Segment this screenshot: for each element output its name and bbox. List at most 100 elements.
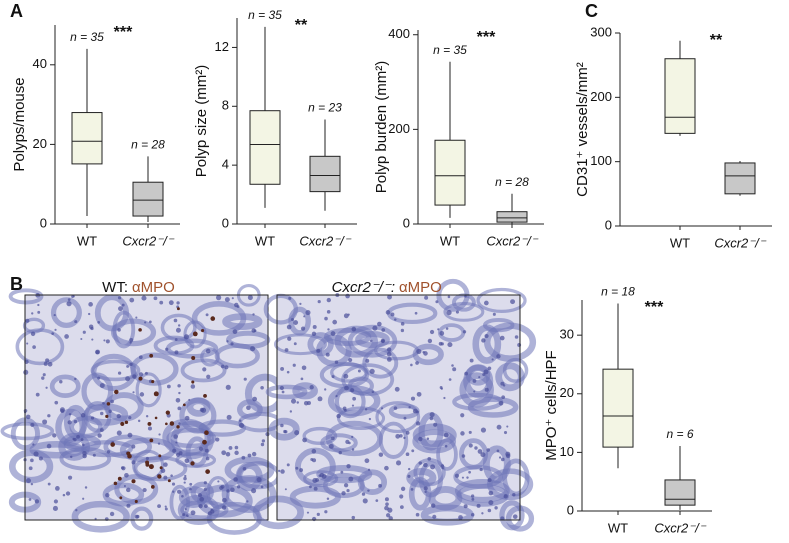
nucleus	[348, 357, 353, 363]
nucleus	[168, 300, 174, 306]
gland	[175, 452, 217, 468]
gland	[55, 408, 86, 447]
nucleus	[486, 448, 490, 452]
nucleus	[384, 497, 389, 502]
stained-cell	[105, 414, 109, 419]
nucleus	[35, 392, 40, 397]
nucleus	[87, 312, 91, 316]
nucleus	[47, 361, 53, 367]
n-label: n = 35	[70, 30, 104, 44]
nucleus	[418, 461, 422, 465]
nucleus	[440, 342, 444, 346]
nucleus	[251, 451, 257, 457]
nucleus	[299, 302, 302, 306]
nucleus	[125, 376, 131, 382]
nucleus	[173, 318, 178, 323]
panel-label: A	[10, 1, 23, 21]
nucleus	[350, 388, 355, 393]
nucleus	[496, 449, 500, 453]
box	[664, 479, 696, 506]
histology-image	[0, 283, 286, 535]
nucleus	[129, 341, 132, 344]
nucleus	[479, 467, 483, 472]
nucleus	[478, 376, 481, 379]
nucleus	[299, 468, 304, 473]
nucleus	[149, 320, 152, 324]
nucleus	[90, 326, 94, 331]
nucleus	[296, 401, 299, 404]
y-tick-label: 20	[560, 385, 574, 400]
gland	[50, 297, 82, 328]
nucleus	[410, 396, 416, 401]
nucleus	[55, 486, 60, 491]
stained-cell	[165, 422, 168, 426]
nucleus	[463, 504, 468, 509]
box	[309, 155, 341, 193]
nucleus	[134, 514, 139, 519]
gland	[91, 353, 137, 392]
nucleus	[260, 485, 264, 489]
nucleus	[280, 366, 285, 371]
stained-cell	[190, 461, 195, 466]
nucleus	[177, 489, 182, 494]
nucleus	[108, 409, 112, 413]
nucleus	[384, 465, 389, 471]
nucleus	[488, 500, 494, 506]
y-tick-label: 30	[560, 327, 574, 342]
nucleus	[238, 419, 242, 423]
nucleus	[25, 318, 30, 323]
stained-cell	[203, 393, 207, 398]
nucleus	[172, 490, 175, 493]
nucleus	[378, 483, 383, 488]
nucleus	[496, 354, 501, 359]
image-border	[276, 294, 521, 521]
nucleus	[476, 503, 481, 508]
nucleus	[45, 358, 50, 363]
nucleus	[415, 512, 420, 517]
y-axis-label: Polyps/mouse	[11, 77, 28, 171]
stained-cell	[191, 355, 196, 360]
nucleus	[45, 386, 48, 389]
gland	[495, 362, 525, 392]
nucleus	[203, 487, 207, 492]
stained-cell	[176, 425, 180, 429]
nucleus	[461, 476, 464, 479]
nucleus	[377, 321, 382, 327]
nucleus	[189, 482, 193, 486]
nucleus	[47, 414, 51, 418]
nucleus	[386, 357, 392, 362]
nucleus	[94, 517, 97, 520]
y-tick-label: 0	[222, 215, 229, 230]
panel-label: B	[10, 274, 23, 294]
nucleus	[225, 384, 231, 390]
nucleus	[443, 432, 449, 438]
nucleus	[309, 485, 312, 489]
nucleus	[469, 358, 474, 363]
nucleus	[492, 312, 496, 316]
nucleus	[338, 451, 342, 455]
nucleus	[385, 502, 389, 507]
gland	[9, 449, 54, 484]
nucleus	[231, 297, 234, 300]
nucleus	[110, 399, 114, 404]
nucleus	[174, 350, 179, 355]
nucleus	[81, 443, 85, 447]
stained-cell	[167, 479, 171, 483]
nucleus	[190, 510, 196, 516]
nucleus	[387, 507, 393, 513]
box	[249, 110, 281, 185]
nucleus	[205, 456, 210, 461]
nucleus	[95, 350, 100, 355]
nucleus	[293, 320, 299, 326]
nucleus	[53, 499, 58, 504]
nucleus	[126, 503, 131, 508]
gland	[467, 396, 519, 418]
stained-cell	[147, 421, 152, 426]
gland	[325, 420, 383, 457]
nucleus	[336, 413, 341, 419]
nucleus	[205, 348, 211, 354]
nucleus	[31, 312, 34, 315]
nucleus	[260, 386, 264, 390]
nucleus	[230, 487, 235, 493]
